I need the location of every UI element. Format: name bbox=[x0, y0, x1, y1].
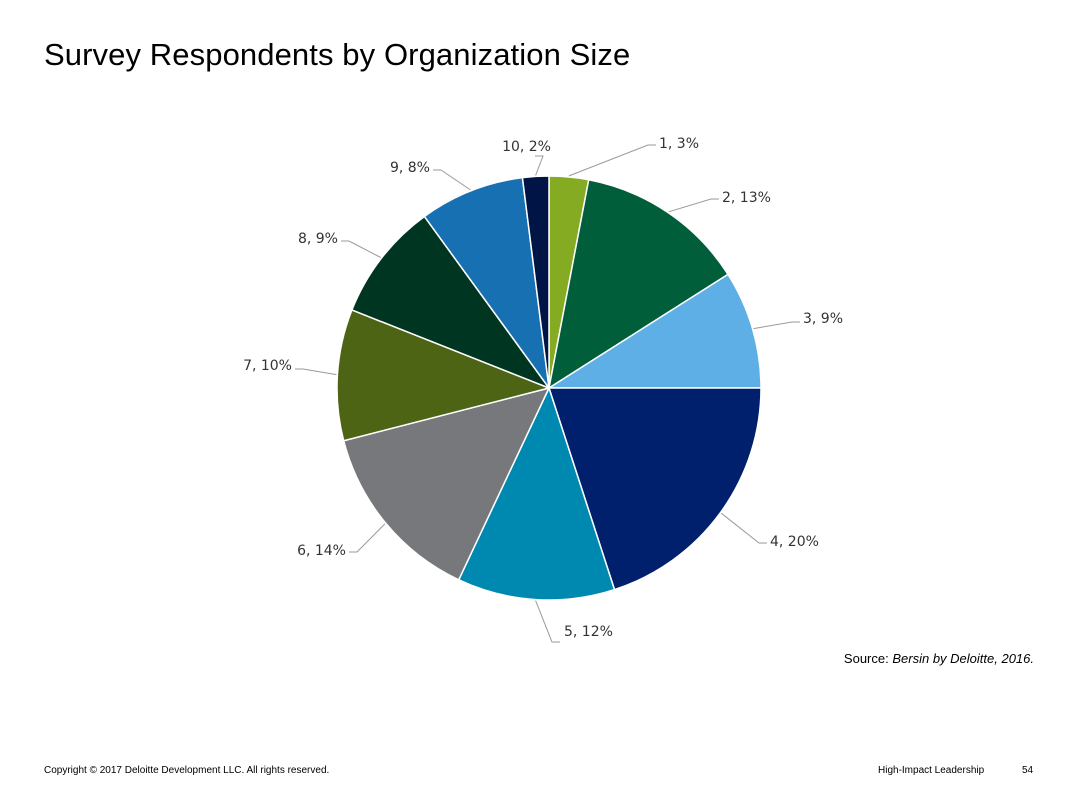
leader-line-1 bbox=[568, 144, 656, 177]
slice-label-5: 5, 12% bbox=[564, 624, 613, 640]
pie-slice-4 bbox=[548, 387, 762, 591]
leader-line-10 bbox=[535, 155, 544, 176]
leader-line-4 bbox=[720, 512, 767, 544]
slice-label-4: 4, 20% bbox=[770, 534, 819, 550]
leader-line-2 bbox=[668, 198, 719, 213]
slice-label-6: 6, 14% bbox=[297, 543, 346, 559]
leader-line-3 bbox=[753, 321, 800, 330]
pie-slice-5 bbox=[457, 387, 616, 601]
pie-slice-9 bbox=[423, 176, 550, 389]
pie-slices bbox=[336, 175, 762, 601]
pie-slice-10 bbox=[521, 175, 550, 389]
footer-section-title: High-Impact Leadership bbox=[878, 765, 985, 776]
slice-label-1: 1, 3% bbox=[659, 136, 699, 152]
page-title: Survey Respondents by Organization Size bbox=[44, 37, 631, 72]
pie-slice-8 bbox=[351, 215, 550, 389]
slice-label-9: 9, 8% bbox=[390, 160, 430, 176]
leader-lines bbox=[295, 144, 800, 643]
pie-slice-7 bbox=[336, 309, 550, 442]
slice-label-2: 2, 13% bbox=[722, 190, 771, 206]
slice-label-8: 8, 9% bbox=[298, 231, 338, 247]
slice-label-7: 7, 10% bbox=[243, 358, 292, 374]
slice-label-3: 3, 9% bbox=[803, 311, 843, 327]
source-text: Bersin by Deloitte, 2016. bbox=[892, 651, 1034, 666]
leader-line-5 bbox=[535, 600, 560, 643]
source-note: Source: Bersin by Deloitte, 2016. bbox=[844, 651, 1034, 666]
pie-slice-2 bbox=[548, 179, 729, 389]
footer-copyright: Copyright © 2017 Deloitte Development LL… bbox=[44, 765, 330, 776]
slice-labels: 1, 3% 2, 13% 3, 9% 4, 20% 5, 12% 6, 14% 7, 10%… bbox=[243, 136, 843, 640]
leader-line-8 bbox=[341, 240, 381, 258]
pie-slice-3 bbox=[548, 273, 762, 389]
page-number: 54 bbox=[1022, 765, 1034, 776]
source-prefix: Source: bbox=[843, 651, 889, 666]
leader-line-6 bbox=[349, 523, 386, 553]
leader-line-9 bbox=[433, 169, 471, 191]
slice-label-10: 10, 2% bbox=[502, 139, 551, 155]
leader-line-7 bbox=[295, 368, 337, 376]
pie-slice-6 bbox=[342, 387, 550, 581]
